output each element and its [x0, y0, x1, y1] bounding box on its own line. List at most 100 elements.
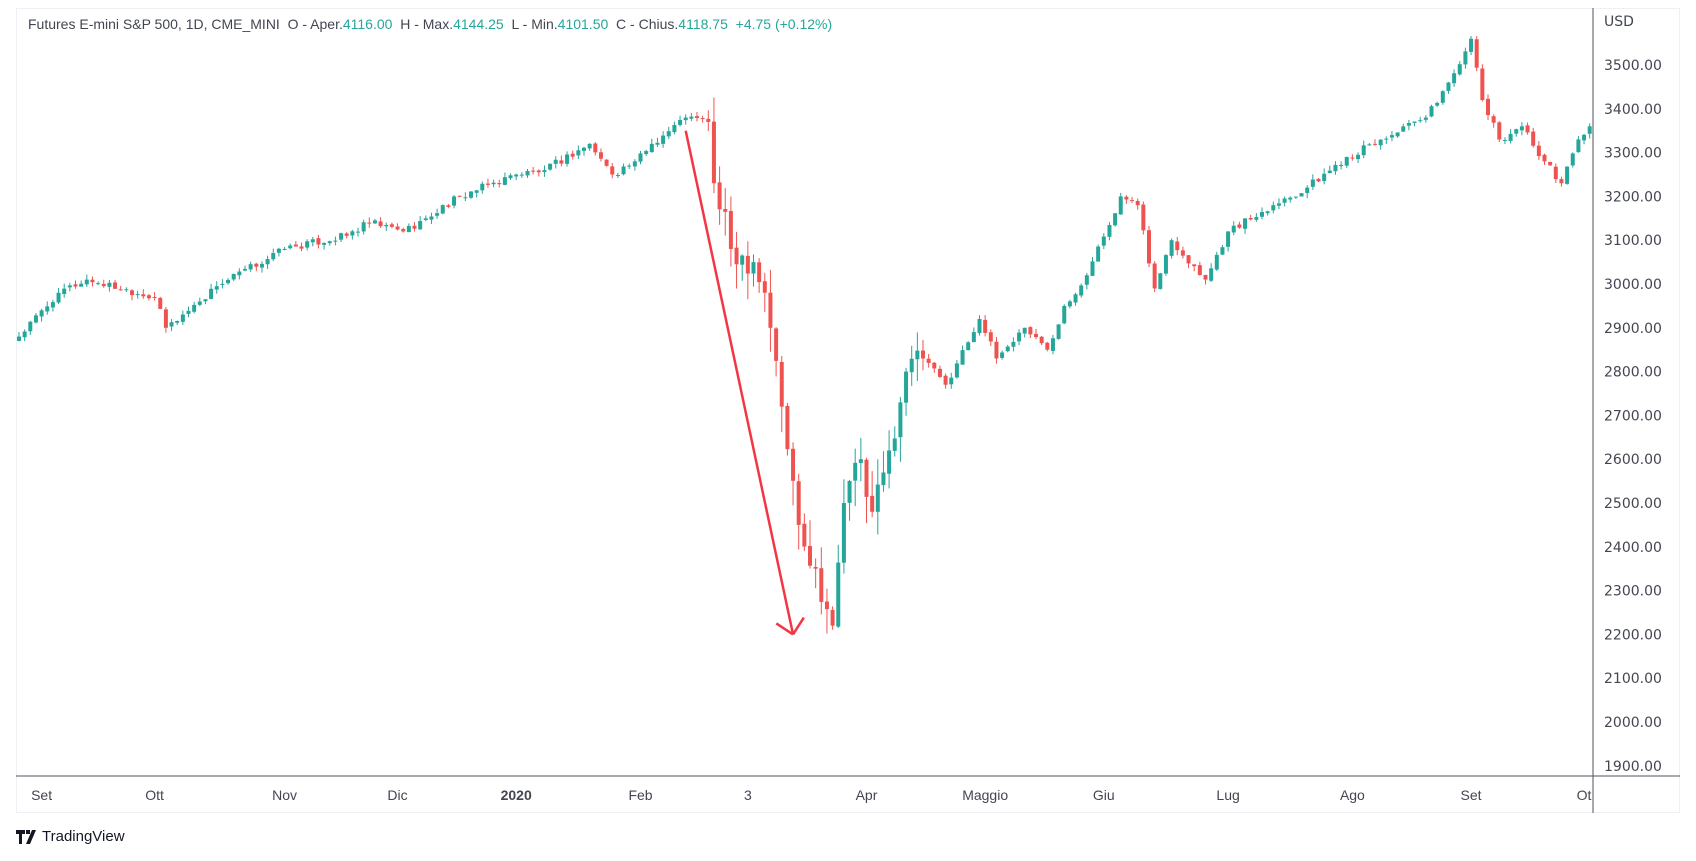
price-axis[interactable]: 3500.00 3400.00 3300.00 3200.00 3100.00 3000.…	[1604, 58, 1662, 775]
candle-body	[389, 224, 394, 227]
candle-body	[728, 210, 733, 249]
candle	[1197, 261, 1202, 276]
candle-body	[1389, 135, 1394, 138]
candle-body	[1542, 154, 1547, 162]
candle	[1333, 161, 1338, 175]
candle	[1209, 263, 1214, 282]
candle	[1576, 135, 1581, 153]
arrow-head[interactable]	[791, 616, 805, 636]
candle	[604, 159, 609, 167]
candle	[954, 359, 959, 379]
candle-body	[1096, 246, 1101, 262]
candle-body	[1310, 179, 1315, 187]
candle-body	[1045, 342, 1050, 350]
arrow-head[interactable]	[775, 622, 794, 636]
candle-body	[514, 174, 519, 177]
candle-body	[570, 153, 575, 157]
candle-body	[45, 306, 50, 312]
candle-body	[271, 253, 276, 260]
candle-body	[406, 225, 411, 233]
candle	[853, 448, 858, 507]
candle-body	[536, 170, 541, 173]
candle	[949, 372, 954, 389]
candle	[1084, 272, 1089, 290]
candle-body	[310, 239, 315, 243]
arrow-shaft[interactable]	[684, 130, 795, 635]
candle	[678, 115, 683, 127]
candle-body	[305, 241, 310, 248]
candle	[389, 222, 394, 229]
candle	[152, 292, 157, 301]
candle-body	[1322, 173, 1327, 182]
candle	[333, 236, 338, 246]
candle-body	[1271, 205, 1276, 211]
candle	[1147, 225, 1151, 268]
candle-body	[1084, 275, 1089, 285]
candle	[288, 243, 293, 250]
candle	[1514, 128, 1519, 137]
candle	[1130, 196, 1135, 204]
candle-body	[1243, 218, 1248, 229]
candle-body	[1079, 285, 1084, 296]
candle-body	[276, 248, 281, 253]
candle	[1452, 69, 1457, 87]
candle-body	[1435, 102, 1440, 106]
candle-body	[243, 268, 247, 271]
candle-body	[683, 117, 688, 121]
candle	[469, 191, 473, 199]
candle-body	[779, 361, 784, 407]
candle	[118, 285, 123, 291]
time-tick-label: Feb	[628, 787, 652, 803]
candle-body	[808, 545, 812, 566]
symbol-title[interactable]: Futures E-mini S&P 500, 1D, CME_MINI	[28, 16, 280, 32]
candle-body	[33, 315, 38, 323]
time-axis[interactable]: Set Ott Nov Dic 2020 Feb 3 Apr Maggio Giu Lug Ago Se…	[31, 787, 1591, 803]
candle	[644, 149, 649, 156]
candle-body	[435, 213, 440, 216]
candle-body	[1276, 203, 1281, 206]
symbol-legend: Futures E-mini S&P 500, 1D, CME_MINI O -…	[28, 16, 832, 32]
time-tick-label: Ago	[1340, 787, 1365, 803]
tradingview-logo[interactable]: TradingView	[16, 828, 125, 845]
candle	[1553, 163, 1558, 183]
close-label: C - Chius.	[616, 16, 679, 32]
candle-body	[1265, 211, 1270, 214]
candle-body	[1305, 187, 1310, 193]
candle-body	[1406, 122, 1411, 126]
candle	[695, 111, 699, 122]
candle-body	[949, 377, 954, 385]
price-tick-label: 3200.00	[1604, 189, 1662, 205]
candle-body	[192, 304, 197, 312]
candle-body	[1248, 217, 1253, 220]
candle	[1022, 327, 1027, 338]
candle-body	[796, 481, 801, 525]
candle	[305, 239, 310, 251]
candle	[1525, 122, 1530, 135]
candle-body	[1440, 91, 1445, 103]
candle-body	[621, 166, 626, 175]
candle	[864, 457, 869, 524]
candle-body	[1005, 346, 1010, 352]
candle-body	[1073, 294, 1078, 303]
candle-body	[1299, 193, 1304, 197]
candle	[791, 442, 796, 506]
candle	[1254, 213, 1259, 222]
candle	[67, 282, 72, 292]
candle-body	[1130, 200, 1135, 202]
time-tick-label: Set	[31, 787, 52, 803]
time-tick-label: Ott	[145, 787, 164, 803]
candle	[33, 313, 38, 324]
candle-body	[1124, 196, 1129, 200]
candle-body	[593, 143, 598, 153]
candle	[372, 218, 377, 224]
candle	[1141, 201, 1146, 235]
candle-body	[1502, 140, 1507, 142]
candle	[1186, 255, 1191, 269]
candle	[1271, 201, 1276, 214]
candle-body	[1260, 212, 1264, 217]
candle	[1276, 198, 1281, 210]
candle	[1344, 156, 1349, 168]
candle	[937, 365, 942, 379]
candle-body	[28, 321, 33, 332]
